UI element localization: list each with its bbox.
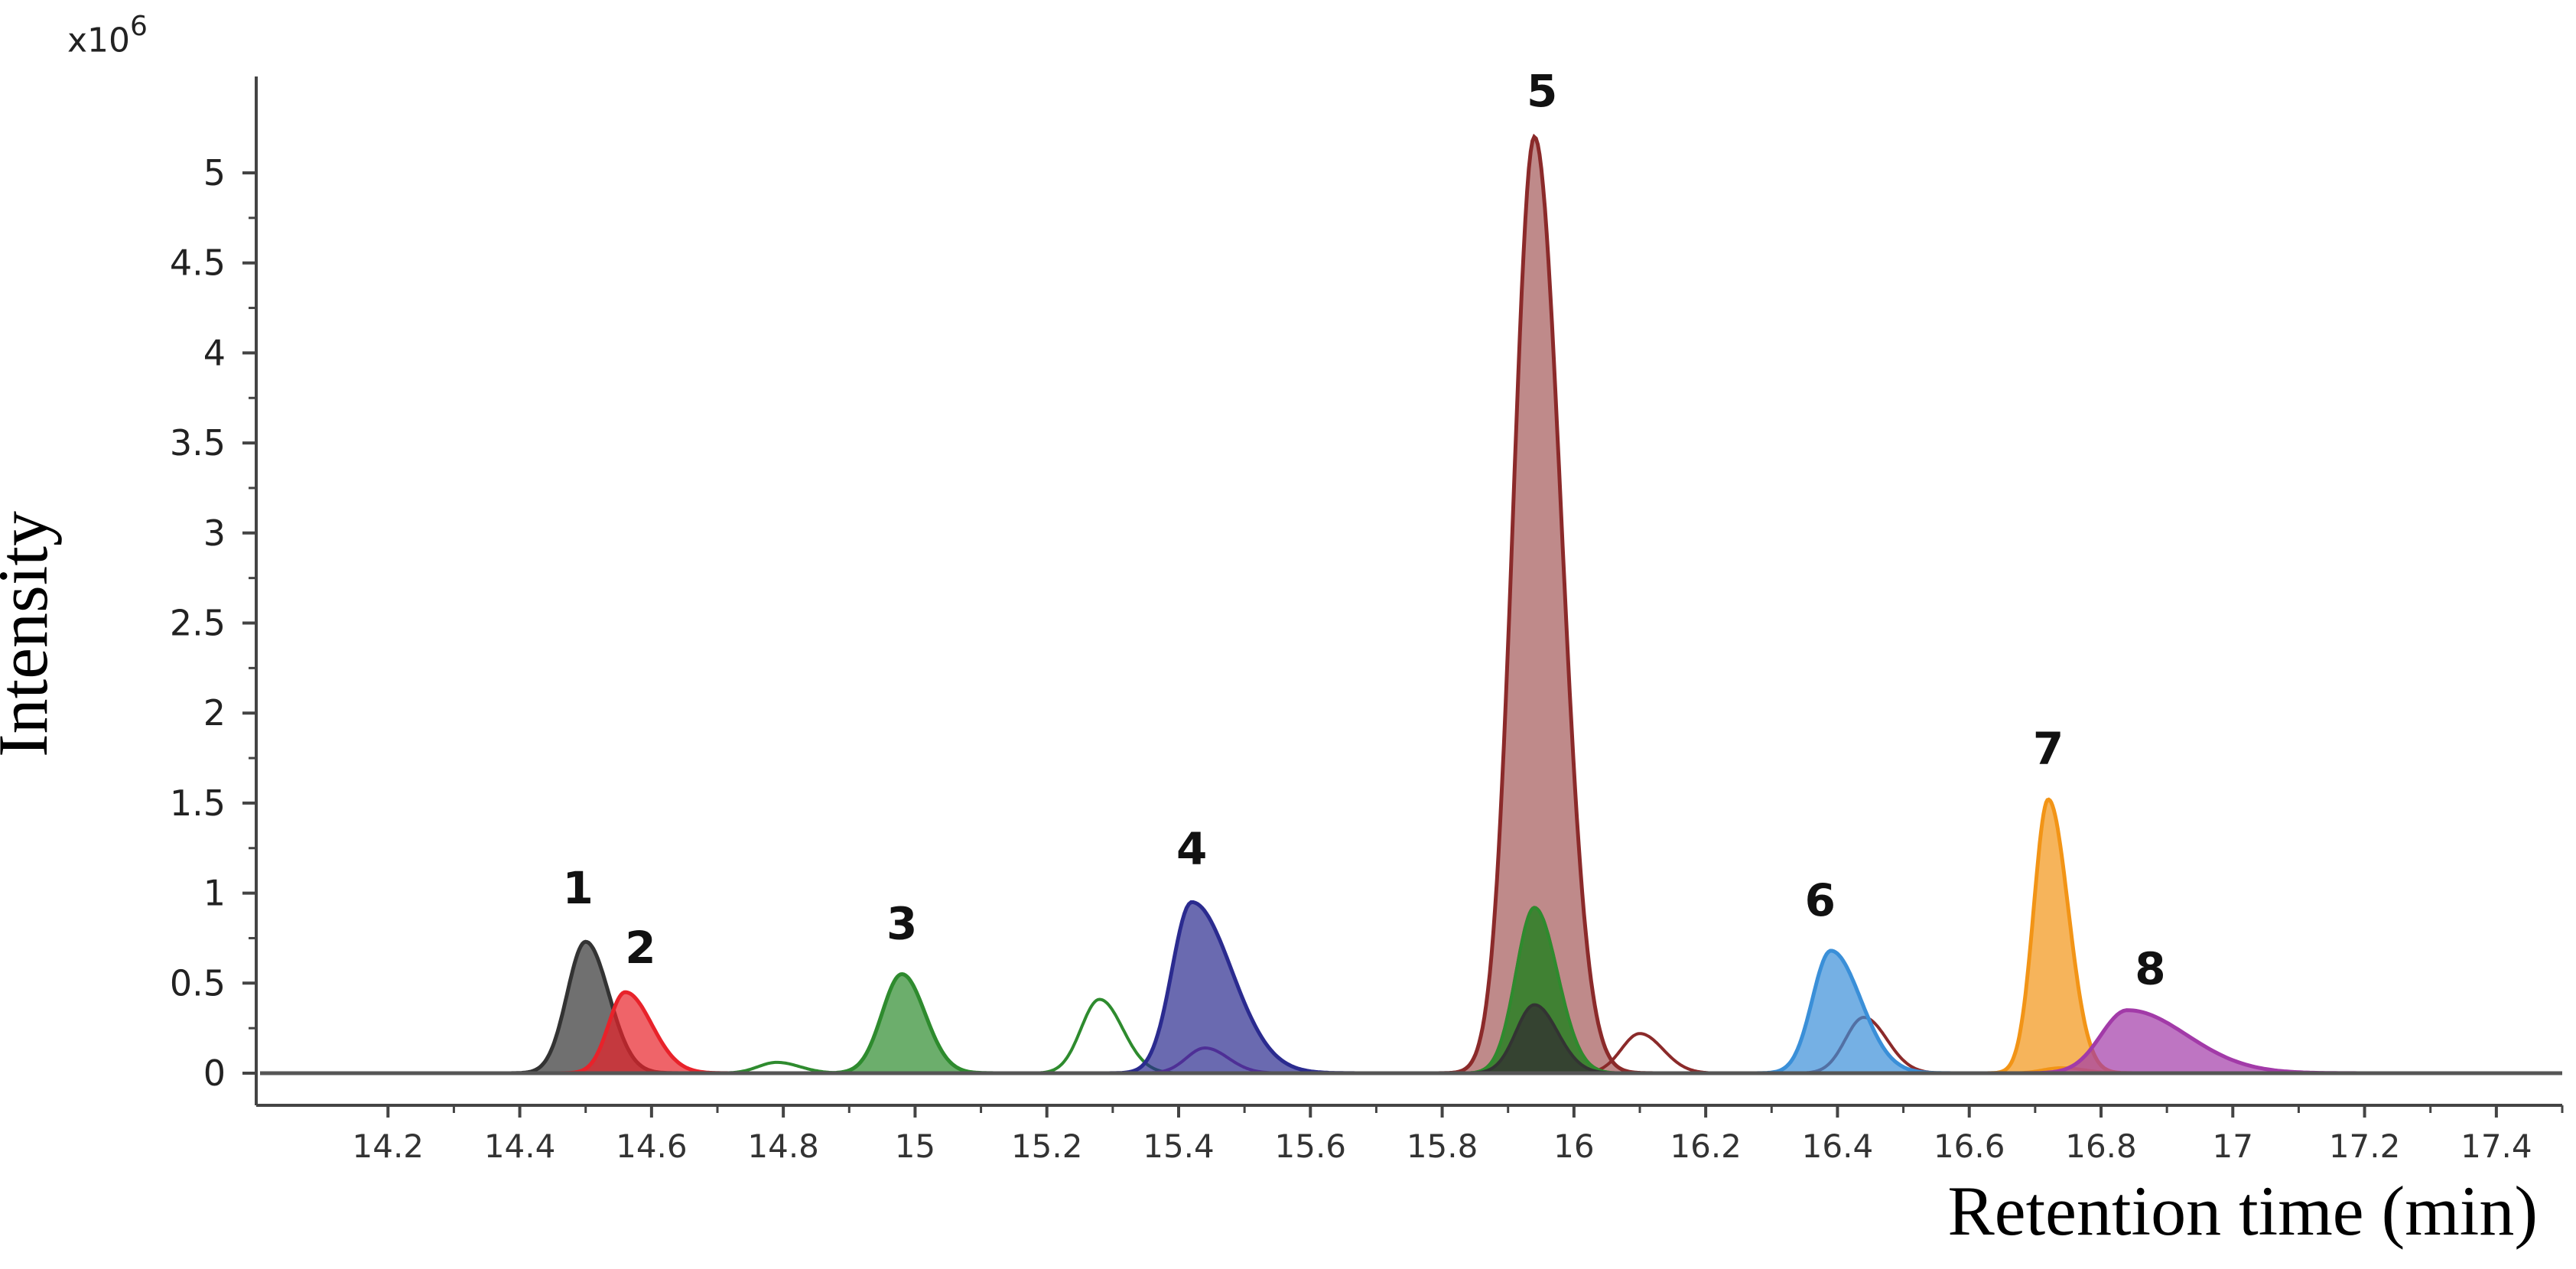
chart-axes xyxy=(255,76,2562,1107)
x-tick-label: 15 xyxy=(895,1127,935,1165)
y-tick-label: 0 xyxy=(203,1053,226,1094)
peak-6 xyxy=(1720,948,2009,1075)
peak-label-6: 6 xyxy=(1805,874,1836,926)
overlay-trace-2 xyxy=(1423,1003,1673,1075)
peak-label-7: 7 xyxy=(2033,723,2064,775)
x-tick-label: 14.4 xyxy=(484,1127,556,1165)
x-tick-label: 15.4 xyxy=(1143,1127,1215,1165)
y-tick-label: 3.5 xyxy=(170,422,226,464)
x-tick-label: 16.2 xyxy=(1670,1127,1742,1165)
x-tick-label: 15.8 xyxy=(1407,1127,1478,1165)
peak-label-1: 1 xyxy=(563,862,594,914)
x-tick-label: 15.2 xyxy=(1011,1127,1083,1165)
peak-5 xyxy=(1407,133,1693,1075)
x-tick-label: 16.8 xyxy=(2065,1127,2137,1165)
x-tick-label: 15.6 xyxy=(1275,1127,1347,1165)
peak-label-5: 5 xyxy=(1527,65,1557,117)
peak-labels: 12 3 4 5 6 7 8 xyxy=(563,65,2166,995)
y-tick-label: 1 xyxy=(203,873,226,914)
y-tick-label: 5 xyxy=(203,152,226,194)
x-tick-label: 16.4 xyxy=(1802,1127,1874,1165)
y-tick-label: 1.5 xyxy=(170,783,226,824)
x-tick-label: 17 xyxy=(2213,1127,2253,1165)
peak-3 xyxy=(783,971,1041,1075)
peak-4 xyxy=(1073,900,1429,1075)
x-tick-label: 14.2 xyxy=(353,1127,424,1165)
x-axis-title: Retention time (min) xyxy=(1947,1172,2538,1250)
y-tick-label: 2 xyxy=(203,692,226,734)
peak-label-4: 4 xyxy=(1176,822,1207,874)
y-tick-label: 2.5 xyxy=(170,603,226,644)
x-tick-label: 16.6 xyxy=(1934,1127,2005,1165)
y-axis-title: Intensity xyxy=(0,511,62,757)
peak-label-3: 3 xyxy=(886,898,917,950)
x-tick-label: 17.4 xyxy=(2461,1127,2532,1165)
x-tick-label: 14.8 xyxy=(747,1127,819,1165)
peak-label-2: 2 xyxy=(625,922,655,974)
chromatogram-traces xyxy=(260,133,2562,1075)
x-tick-label: 14.6 xyxy=(616,1127,688,1165)
y-tick-label: 4 xyxy=(203,332,226,373)
y-tick-label: 3 xyxy=(203,512,226,554)
x-tick-label: 16 xyxy=(1553,1127,1594,1165)
y-tick-label: 4.5 xyxy=(170,242,226,284)
y-tick-label: 0.5 xyxy=(170,962,226,1004)
peak-label-8: 8 xyxy=(2135,943,2165,995)
x-tick-label: 17.2 xyxy=(2329,1127,2401,1165)
axis-ticks: 0 0.5 1 1.5 2 2.5 3 3.5 4 4.5 5 14.2 14.4 14.6 14.8 15 1… xyxy=(170,152,2564,1165)
y-axis-multiplier: x106 xyxy=(67,11,148,60)
